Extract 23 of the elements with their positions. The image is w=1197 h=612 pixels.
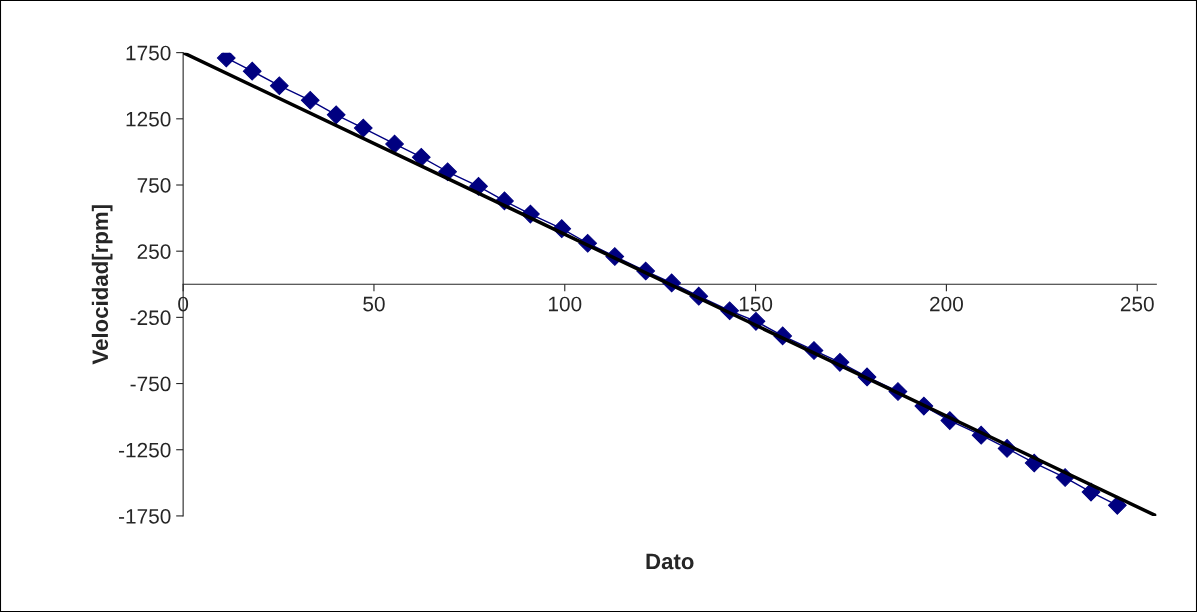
y-tick-label: 1750: [126, 45, 171, 61]
x-tick-label: 100: [548, 296, 582, 312]
x-axis-title: Dato: [646, 553, 694, 570]
point: [300, 90, 320, 110]
y-tick-label: 750: [137, 178, 171, 193]
x-tick-label: 50: [363, 296, 385, 312]
x-tick-label: 250: [1120, 296, 1154, 312]
x-tick-label: 150: [739, 296, 773, 312]
y-tick-label: -1250: [118, 442, 171, 458]
point: [411, 147, 431, 167]
y-tick-label: 1250: [126, 111, 171, 127]
y-tick-label: 250: [137, 244, 171, 259]
point: [1108, 495, 1127, 515]
point: [326, 105, 346, 125]
x-tick-label: 200: [930, 296, 963, 312]
y-axis-title: Velocidad[rpm]: [91, 205, 113, 365]
point: [353, 118, 373, 138]
y-tick-label: -750: [130, 376, 171, 392]
y-tick-label: -1750: [118, 508, 171, 524]
y-tick-label: -250: [130, 310, 171, 326]
point: [385, 134, 404, 154]
point: [242, 61, 262, 81]
point: [269, 76, 289, 96]
